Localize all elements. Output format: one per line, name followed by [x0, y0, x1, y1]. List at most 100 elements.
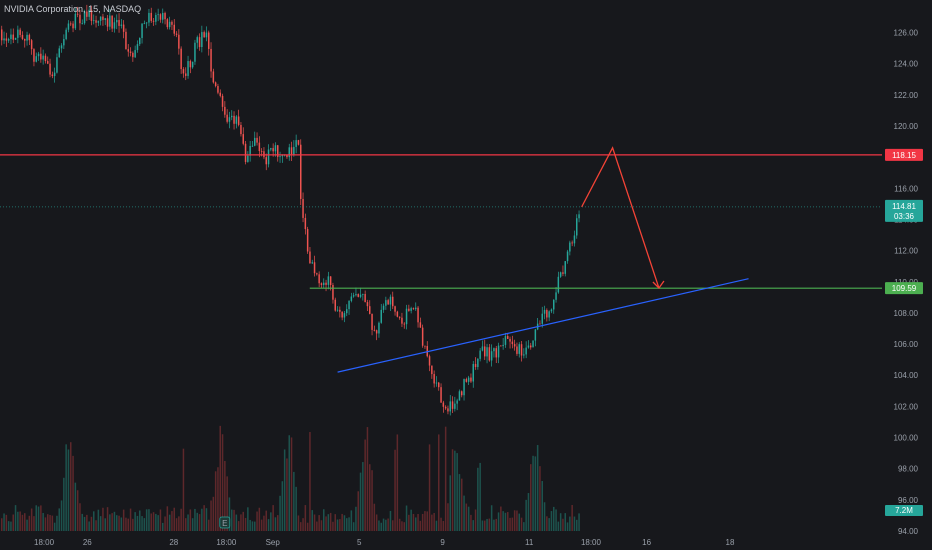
volume-bar [309, 432, 311, 531]
volume-bar [157, 515, 159, 531]
volume-bar [254, 521, 256, 531]
candle-body [19, 29, 21, 35]
volume-bar [316, 521, 318, 531]
volume-bar [104, 518, 106, 531]
candle-body [502, 344, 504, 347]
volume-bar [548, 518, 550, 531]
candle-body [30, 40, 33, 50]
candle-body [67, 23, 70, 30]
candle-body [88, 9, 90, 17]
volume-badge [885, 505, 923, 516]
volume-bar [191, 518, 194, 531]
candle-body [442, 402, 445, 407]
volume-bar [343, 515, 346, 531]
volume-bar [550, 511, 553, 531]
volume-bar [93, 511, 95, 531]
volume-bar [546, 516, 548, 531]
volume-bar [295, 486, 297, 531]
candle-body [148, 12, 150, 23]
candle-body [527, 345, 530, 348]
candle-body [389, 296, 392, 305]
volume-bar [534, 456, 537, 531]
volume-bar [352, 522, 355, 531]
volume-bar [435, 520, 438, 531]
candle-body [500, 345, 502, 347]
volume-bar [244, 517, 247, 531]
volume-bar [5, 514, 8, 531]
candle-body [201, 32, 203, 48]
volume-bar [486, 518, 488, 531]
volume-bar [527, 493, 530, 531]
volume-bar [474, 509, 477, 531]
time-tick-label: 18:00 [581, 538, 602, 547]
volume-bar [504, 512, 507, 531]
price-tick-label: 102.00 [894, 402, 919, 411]
volume-bar [424, 511, 426, 531]
volume-bar [573, 516, 576, 531]
volume-bar [523, 522, 525, 531]
volume-bar [297, 515, 300, 531]
candle-body [332, 284, 334, 300]
volume-bar [553, 506, 555, 531]
candle-body [339, 309, 341, 312]
candle-body [217, 86, 219, 93]
volume-bar [392, 520, 394, 531]
candle-body [166, 19, 169, 28]
price-tick-label: 96.00 [898, 496, 919, 505]
candle-body [433, 374, 435, 384]
volume-bar [72, 455, 74, 531]
volume-bar [387, 518, 389, 531]
symbol-title: NVIDIA Corporation, 15, NASDAQ [4, 4, 142, 14]
candle-body [355, 294, 357, 296]
volume-bar [488, 518, 491, 531]
price-tick-label: 126.00 [894, 29, 919, 38]
candle-body [417, 307, 419, 323]
candle-body [180, 48, 182, 70]
earnings-marker[interactable] [219, 516, 231, 529]
volume-bar [449, 475, 451, 531]
countdown-label: 03:36 [894, 212, 915, 221]
trendline[interactable] [337, 278, 749, 373]
volume-bar [288, 435, 290, 531]
candle-body [258, 142, 261, 152]
volume-bar [155, 513, 157, 531]
candle-body [127, 49, 129, 52]
price-axis[interactable] [884, 0, 932, 550]
projection-path[interactable] [581, 146, 660, 289]
volume-bar [458, 474, 461, 531]
candle-body [122, 24, 125, 32]
volume-bar [21, 514, 24, 531]
candle-body [95, 20, 97, 23]
volume-bar [532, 455, 534, 531]
volume-bar [182, 448, 185, 531]
volume-bar [364, 439, 366, 531]
volume-bar [566, 522, 569, 531]
volume-bar [265, 510, 267, 531]
volume-bar [171, 511, 173, 531]
volume-bar [37, 506, 40, 531]
volume-bar [81, 513, 83, 531]
volume-bar [187, 514, 189, 531]
candle-body [152, 20, 155, 22]
candle-body [369, 306, 371, 314]
volume-bar [99, 516, 102, 531]
candle-body [465, 379, 468, 382]
volume-bar [530, 464, 532, 531]
candle-body [90, 9, 93, 21]
volume-bar [440, 517, 442, 531]
volume-bar [30, 508, 33, 531]
time-axis[interactable] [0, 535, 882, 550]
volume-bar [136, 515, 139, 531]
candle-body [145, 22, 148, 24]
time-tick-label: Sep [266, 538, 281, 547]
volume-bar [219, 425, 221, 531]
candle-body [576, 218, 578, 236]
volume-bar [33, 516, 35, 531]
volume-bar [129, 508, 132, 531]
candle-body [49, 63, 51, 75]
time-tick-label: 5 [357, 538, 362, 547]
candle-body [311, 262, 313, 264]
volume-bar [88, 521, 90, 531]
